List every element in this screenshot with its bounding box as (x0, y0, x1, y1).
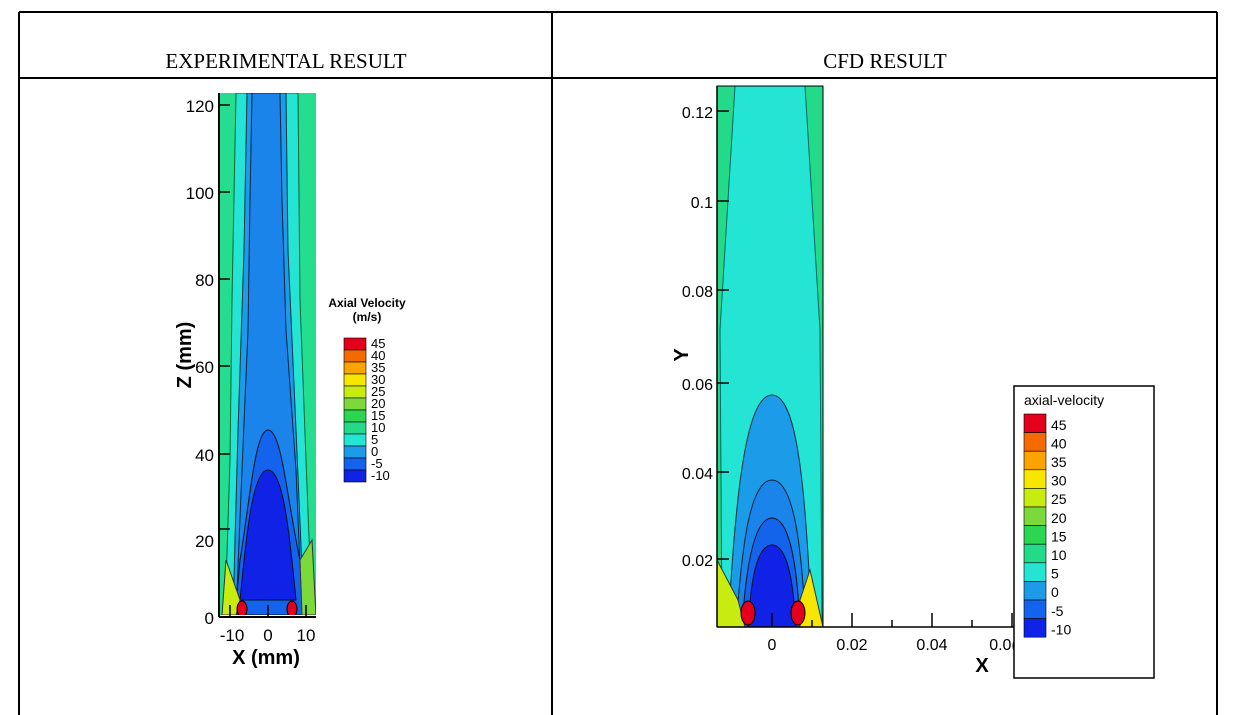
cfd-colorbar-swatch-3 (1023, 469, 1047, 489)
exp-xtick-10: 10 (297, 626, 316, 645)
cfd-plot: 0.02 0.04 0.06 0.08 0.1 0.12 0 0.02 0.04… (671, 85, 1155, 679)
exp-xtick-0: 0 (263, 626, 272, 645)
cfd-colorbar-level-0: 45 (1051, 417, 1067, 433)
exp-colorbar-level-7: 10 (371, 420, 385, 435)
cfd-ytick-0.1: 0.1 (691, 195, 713, 212)
cfd-ytick-0.12: 0.12 (682, 105, 713, 122)
cfd-xtick-0.06: 0.0( (989, 637, 1017, 654)
exp-legend-title-2: (m/s) (353, 310, 382, 324)
exp-colorbar-level-0: 45 (371, 336, 385, 351)
exp-ytick-100: 100 (186, 184, 214, 203)
cfd-colorbar-swatch-0 (1023, 413, 1047, 433)
cfd-colorbar-swatch-1 (1023, 432, 1047, 452)
exp-colorbar-level-1: 40 (371, 348, 385, 363)
table-borders (18, 11, 1218, 715)
cfd-colorbar-swatch-9 (1023, 581, 1047, 601)
cfd-xtick-0.02: 0.02 (836, 637, 867, 654)
cfd-x-axis-title: X (975, 655, 989, 677)
exp-legend-title-1: Axial Velocity (328, 296, 406, 310)
cfd-contour-field (717, 86, 823, 627)
cfd-colorbar-level-9: 0 (1051, 584, 1059, 600)
cfd-ytick-0.08: 0.08 (682, 284, 713, 301)
cfd-colorbar-swatch-8 (1023, 562, 1047, 582)
exp-colorbar-level-6: 15 (371, 408, 385, 423)
exp-colorbar-swatch-6 (343, 409, 367, 423)
exp-colorbar-level-8: 5 (371, 432, 378, 447)
cfd-ytick-0.02: 0.02 (682, 553, 713, 570)
cfd-colorbar-level-2: 35 (1051, 454, 1067, 470)
cfd-ticks (717, 110, 1013, 627)
exp-ytick-60: 60 (195, 358, 214, 377)
exp-colorbar-swatch-9 (343, 445, 367, 459)
cfd-y-axis-title: Y (671, 348, 693, 362)
exp-x-axis-title: X (mm) (232, 647, 300, 669)
cfd-colorbar-swatch-7 (1023, 543, 1047, 564)
cfd-colorbar-level-4: 25 (1051, 491, 1067, 507)
cfd-colorbar-swatch-6 (1023, 525, 1047, 545)
exp-ytick-120: 120 (186, 97, 214, 116)
cfd-colorbar-swatch-10 (1023, 599, 1047, 619)
cfd-colorbar-level-6: 15 (1051, 528, 1067, 544)
cfd-colorbar-level-11: -10 (1051, 621, 1071, 637)
cfd-xtick-0.04: 0.04 (916, 637, 947, 654)
exp-colorbar-level-3: 30 (371, 372, 385, 387)
cfd-ytick-0.06: 0.06 (682, 377, 713, 394)
cfd-legend-title: axial-velocity (1024, 392, 1104, 408)
header-cfd-result: CFD RESULT (823, 49, 947, 73)
cfd-colorbar-swatch-11 (1023, 618, 1047, 638)
cfd-colorbar-level-8: 5 (1051, 566, 1059, 582)
exp-colorbar-swatch-10 (343, 457, 367, 471)
exp-colorbar-level-9: 0 (371, 444, 378, 459)
exp-colorbar-swatch-4 (343, 385, 367, 399)
exp-colorbar-level-4: 25 (371, 384, 385, 399)
cfd-colorbar-level-10: -5 (1051, 603, 1064, 619)
exp-colorbar-level-10: -5 (371, 456, 383, 471)
cfd-colorbar-level-5: 20 (1051, 510, 1067, 526)
experimental-contour-field (219, 93, 316, 615)
exp-colorbar-swatch-11 (343, 469, 367, 483)
cfd-ytick-0.04: 0.04 (682, 466, 713, 483)
cfd-colorbar-swatch-5 (1023, 506, 1047, 526)
exp-colorbar-swatch-5 (343, 397, 367, 411)
exp-colorbar-swatch-0 (343, 337, 367, 351)
cfd-colorbar: 45 40 35 30 25 20 15 10 5 0 -5 -10 (1023, 413, 1071, 638)
exp-colorbar-swatch-2 (343, 361, 367, 375)
exp-colorbar-swatch-3 (343, 373, 367, 387)
exp-xtick-neg10: -10 (220, 626, 245, 645)
exp-colorbar-swatch-7 (343, 421, 367, 435)
exp-colorbar-swatch-1 (343, 349, 367, 363)
experimental-plot: 0 20 40 60 80 100 120 -10 0 10 X (mm) Z … (174, 93, 406, 669)
exp-ytick-80: 80 (195, 271, 214, 290)
header-experimental-result: EXPERIMENTAL RESULT (165, 49, 406, 73)
cfd-colorbar-swatch-2 (1023, 450, 1047, 471)
cfd-colorbar-level-3: 30 (1051, 473, 1067, 489)
cfd-axes (716, 86, 1015, 628)
exp-ytick-0: 0 (205, 609, 214, 628)
cfd-colorbar-swatch-4 (1023, 488, 1047, 508)
experimental-ticks (219, 104, 307, 618)
cfd-colorbar-level-1: 40 (1051, 435, 1067, 451)
cfd-colorbar-level-7: 10 (1051, 547, 1067, 563)
exp-ytick-20: 20 (195, 532, 214, 551)
exp-ytick-40: 40 (195, 446, 214, 465)
exp-colorbar-swatch-8 (343, 433, 367, 447)
exp-y-axis-title: Z (mm) (174, 322, 196, 389)
exp-colorbar-level-5: 20 (371, 396, 385, 411)
cfd-xtick-0: 0 (768, 637, 777, 654)
exp-colorbar-level-11: -10 (371, 468, 390, 483)
exp-colorbar-level-2: 35 (371, 360, 385, 375)
